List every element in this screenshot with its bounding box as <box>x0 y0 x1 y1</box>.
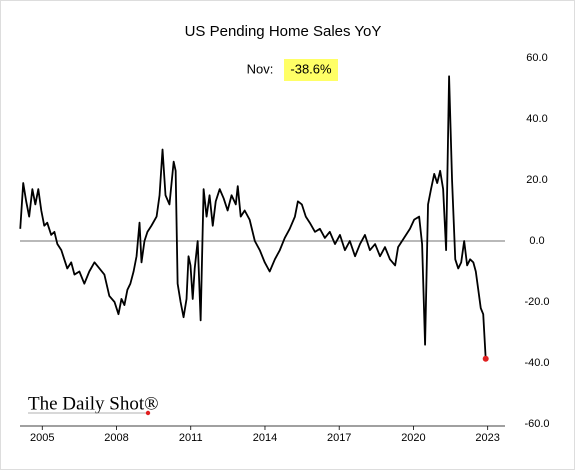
x-tick-label: 2008 <box>104 432 128 444</box>
y-tick-label: 40.0 <box>526 113 547 125</box>
brand-dot <box>145 410 151 416</box>
y-tick-label: 60.0 <box>526 52 547 64</box>
y-tick-label: -60.0 <box>524 418 549 430</box>
chart-title: US Pending Home Sales YoY <box>185 23 382 40</box>
x-tick-label: 2005 <box>30 432 54 444</box>
y-tick-label: 0.0 <box>529 235 544 247</box>
x-tick-label: 2020 <box>401 432 425 444</box>
source-brand: The Daily Shot® <box>28 393 159 414</box>
x-tick-label: 2017 <box>327 432 351 444</box>
x-tick-label: 2011 <box>179 432 203 444</box>
annotation-text: -38.6% <box>290 61 332 76</box>
y-tick-label: -20.0 <box>524 296 549 308</box>
annotation-highlight <box>284 59 338 81</box>
annotation-prefix: Nov: <box>247 61 274 76</box>
y-tick-label: 20.0 <box>526 174 547 186</box>
x-tick-label: 2023 <box>475 432 499 444</box>
last-point <box>482 355 489 362</box>
y-tick-label: -40.0 <box>524 357 549 369</box>
x-tick-label: 2014 <box>253 432 277 444</box>
series-line <box>19 75 487 359</box>
